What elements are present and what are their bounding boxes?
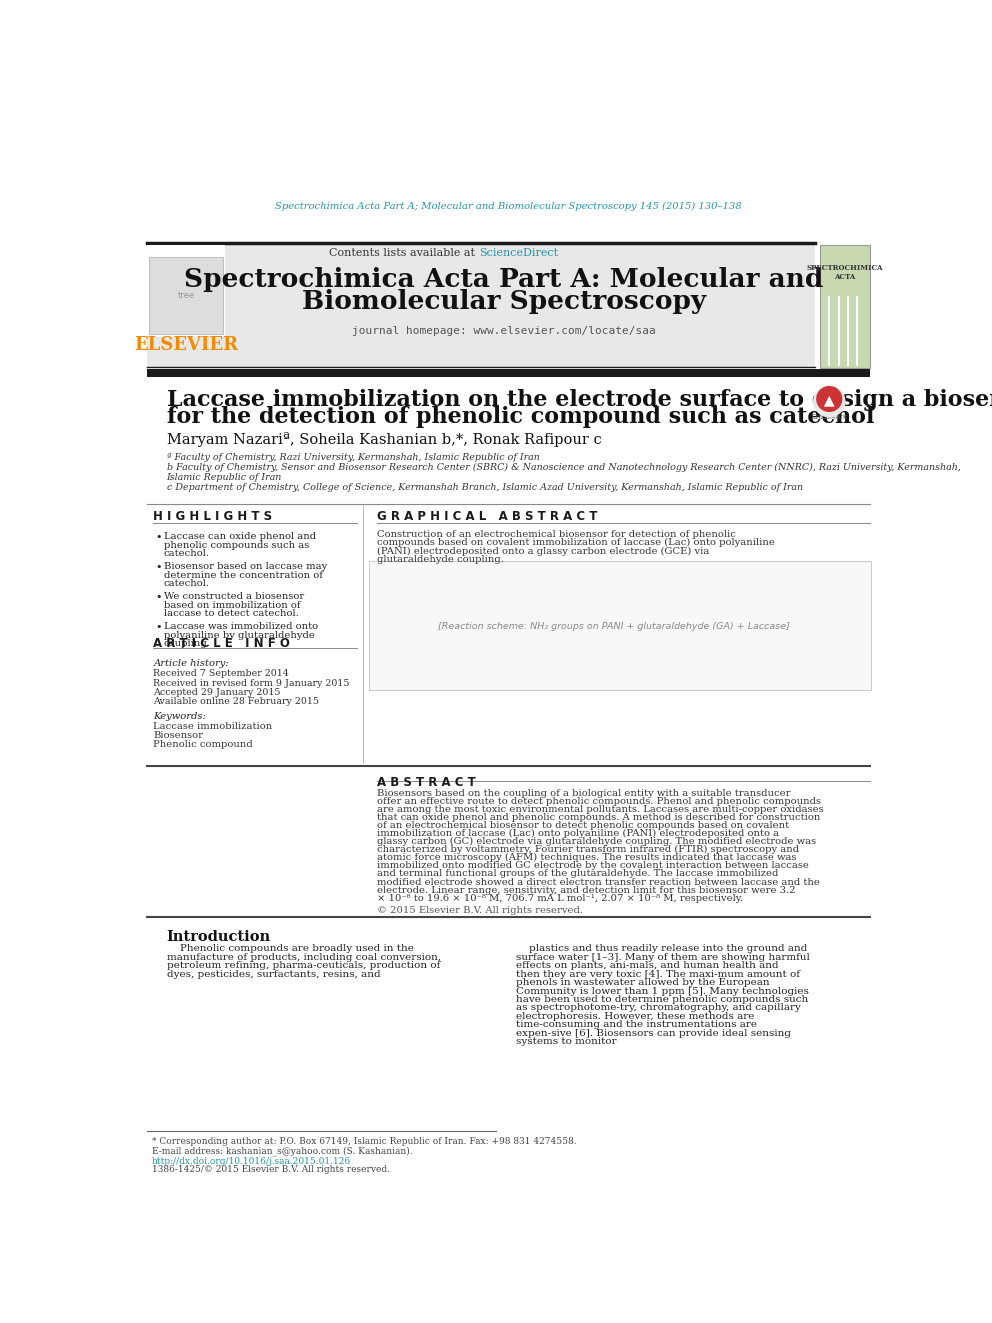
Text: ELSEVIER: ELSEVIER — [134, 336, 238, 355]
Text: Accepted 29 January 2015: Accepted 29 January 2015 — [154, 688, 281, 697]
Text: Contents lists available at: Contents lists available at — [329, 247, 479, 258]
Text: glassy carbon (GC) electrode via glutaraldehyde coupling. The modified electrode: glassy carbon (GC) electrode via glutara… — [377, 837, 815, 847]
Text: phenolic compounds such as: phenolic compounds such as — [164, 541, 309, 549]
Text: •: • — [156, 622, 163, 632]
Text: coupling.: coupling. — [164, 639, 210, 648]
Text: offer an effective route to detect phenolic compounds. Phenol and phenolic compo: offer an effective route to detect pheno… — [377, 796, 820, 806]
Circle shape — [816, 386, 841, 411]
Text: have been used to determine phenolic compounds such: have been used to determine phenolic com… — [516, 995, 808, 1004]
Text: electrode. Linear range, sensitivity, and detection limit for this biosensor wer: electrode. Linear range, sensitivity, an… — [377, 885, 796, 894]
Text: effects on plants, ani-mals, and human health and: effects on plants, ani-mals, and human h… — [516, 960, 779, 970]
Text: Received 7 September 2014: Received 7 September 2014 — [154, 669, 290, 679]
Text: laccase to detect catechol.: laccase to detect catechol. — [164, 609, 299, 618]
Text: immobilized onto modified GC electrode by the covalent interaction between lacca: immobilized onto modified GC electrode b… — [377, 861, 808, 871]
Text: Community is lower than 1 ppm [5]. Many technologies: Community is lower than 1 ppm [5]. Many … — [516, 987, 809, 995]
Text: •: • — [156, 562, 163, 573]
Bar — [149, 257, 223, 335]
Bar — [369, 561, 871, 691]
Bar — [147, 369, 870, 377]
Text: plastics and thus readily release into the ground and: plastics and thus readily release into t… — [516, 945, 807, 953]
Text: characterized by voltammetry, Fourier transform infrared (FTIR) spectroscopy and: characterized by voltammetry, Fourier tr… — [377, 845, 799, 855]
Bar — [147, 245, 815, 366]
Text: for the detection of phenolic compound such as catechol: for the detection of phenolic compound s… — [167, 406, 874, 429]
Text: modified electrode showed a direct electron transfer reaction between laccase an: modified electrode showed a direct elect… — [377, 877, 819, 886]
Text: Introduction: Introduction — [167, 930, 271, 945]
Text: dyes, pesticides, surfactants, resins, and: dyes, pesticides, surfactants, resins, a… — [167, 970, 380, 979]
Text: tree: tree — [178, 291, 194, 300]
Text: Spectrochimica Acta Part A: Molecular and: Spectrochimica Acta Part A: Molecular an… — [185, 267, 823, 292]
Text: as spectrophotome-try, chromatography, and capillary: as spectrophotome-try, chromatography, a… — [516, 1003, 801, 1012]
Text: Phenolic compound: Phenolic compound — [154, 740, 253, 749]
Text: Received in revised form 9 January 2015: Received in revised form 9 January 2015 — [154, 679, 350, 688]
Text: Islamic Republic of Iran: Islamic Republic of Iran — [167, 474, 282, 482]
Text: immobilization of laccase (Lac) onto polyaniline (PANI) electrodeposited onto a: immobilization of laccase (Lac) onto pol… — [377, 830, 779, 839]
Text: expen-sive [6]. Biosensors can provide ideal sensing: expen-sive [6]. Biosensors can provide i… — [516, 1029, 792, 1037]
Text: then they are very toxic [4]. The maxi-mum amount of: then they are very toxic [4]. The maxi-m… — [516, 970, 801, 979]
Text: based on immobilization of: based on immobilization of — [164, 601, 301, 610]
Text: determine the concentration of: determine the concentration of — [164, 570, 322, 579]
Text: Available online 28 February 2015: Available online 28 February 2015 — [154, 697, 319, 706]
Text: H I G H L I G H T S: H I G H L I G H T S — [154, 511, 273, 524]
Text: atomic force microscopy (AFM) techniques. The results indicated that laccase was: atomic force microscopy (AFM) techniques… — [377, 853, 797, 863]
Text: catechol.: catechol. — [164, 579, 209, 589]
Text: Laccase immobilization: Laccase immobilization — [154, 721, 273, 730]
Text: ScienceDirect: ScienceDirect — [479, 247, 558, 258]
Text: CrossMark: CrossMark — [811, 414, 847, 421]
Bar — [147, 245, 225, 337]
Text: glutaraldehyde coupling.: glutaraldehyde coupling. — [377, 556, 504, 565]
Text: Biosensors based on the coupling of a biological entity with a suitable transduc: Biosensors based on the coupling of a bi… — [377, 789, 791, 798]
Text: (PANI) electrodeposited onto a glassy carbon electrode (GCE) via: (PANI) electrodeposited onto a glassy ca… — [377, 546, 709, 556]
Text: G R A P H I C A L   A B S T R A C T: G R A P H I C A L A B S T R A C T — [377, 511, 597, 524]
Text: b Faculty of Chemistry, Sensor and Biosensor Research Center (SBRC) & Nanoscienc: b Faculty of Chemistry, Sensor and Biose… — [167, 463, 960, 472]
Text: * Corresponding author at: P.O. Box 67149, Islamic Republic of Iran. Fax: +98 83: * Corresponding author at: P.O. Box 6714… — [152, 1138, 576, 1147]
Circle shape — [813, 386, 845, 417]
Text: phenols in wastewater allowed by the European: phenols in wastewater allowed by the Eur… — [516, 978, 770, 987]
Text: Maryam Nazariª, Soheila Kashanian b,*, Ronak Rafipour c: Maryam Nazariª, Soheila Kashanian b,*, R… — [167, 433, 601, 447]
Text: polyaniline by glutaraldehyde: polyaniline by glutaraldehyde — [164, 631, 314, 640]
Text: Biosensor: Biosensor — [154, 730, 203, 740]
Text: petroleum refining, pharma-ceuticals, production of: petroleum refining, pharma-ceuticals, pr… — [167, 960, 440, 970]
Text: Keywords:: Keywords: — [154, 712, 206, 721]
Text: time-consuming and the instrumentations are: time-consuming and the instrumentations … — [516, 1020, 757, 1029]
Text: Biomolecular Spectroscopy: Biomolecular Spectroscopy — [302, 290, 706, 315]
Bar — [820, 245, 870, 368]
Text: of an electrochemical biosensor to detect phenolic compounds based on covalent: of an electrochemical biosensor to detec… — [377, 822, 789, 830]
Text: Phenolic compounds are broadly used in the: Phenolic compounds are broadly used in t… — [167, 945, 414, 953]
Text: Biosensor based on laccase may: Biosensor based on laccase may — [164, 562, 326, 572]
Text: Laccase was immobilized onto: Laccase was immobilized onto — [164, 622, 317, 631]
Text: c Department of Chemistry, College of Science, Kermanshah Branch, Islamic Azad U: c Department of Chemistry, College of Sc… — [167, 483, 803, 492]
Text: 1386-1425/© 2015 Elsevier B.V. All rights reserved.: 1386-1425/© 2015 Elsevier B.V. All right… — [152, 1166, 390, 1174]
Text: A B S T R A C T: A B S T R A C T — [377, 777, 475, 790]
Text: Article history:: Article history: — [154, 659, 229, 668]
Text: compounds based on covalent immobilization of laccase (Lac) onto polyaniline: compounds based on covalent immobilizati… — [377, 538, 775, 548]
Text: electrophoresis. However, these methods are: electrophoresis. However, these methods … — [516, 1012, 755, 1021]
Text: systems to monitor: systems to monitor — [516, 1037, 617, 1046]
Text: A R T I C L E   I N F O: A R T I C L E I N F O — [154, 638, 291, 651]
Text: catechol.: catechol. — [164, 549, 209, 558]
Polygon shape — [823, 396, 834, 406]
Text: [Reaction scheme: NH₂ groups on PANI + glutaraldehyde (GA) + Laccase]: [Reaction scheme: NH₂ groups on PANI + g… — [437, 622, 790, 631]
Text: and terminal functional groups of the glutaraldehyde. The laccase immobilized: and terminal functional groups of the gl… — [377, 869, 778, 878]
Text: surface water [1–3]. Many of them are showing harmful: surface water [1–3]. Many of them are sh… — [516, 953, 810, 962]
Text: E-mail address: kashanian_s@yahoo.com (S. Kashanian).: E-mail address: kashanian_s@yahoo.com (S… — [152, 1146, 413, 1156]
Text: × 10⁻⁸ to 19.6 × 10⁻⁸ M, 706.7 mA L mol⁻¹, 2.07 × 10⁻⁸ M, respectively.: × 10⁻⁸ to 19.6 × 10⁻⁸ M, 706.7 mA L mol⁻… — [377, 894, 743, 902]
Text: SPECTROCHIMICA
ACTA: SPECTROCHIMICA ACTA — [806, 265, 883, 282]
Text: •: • — [156, 532, 163, 542]
Text: •: • — [156, 593, 163, 602]
Text: © 2015 Elsevier B.V. All rights reserved.: © 2015 Elsevier B.V. All rights reserved… — [377, 906, 582, 914]
Text: Laccase immobilization on the electrode surface to design a biosensor: Laccase immobilization on the electrode … — [167, 389, 992, 410]
Text: journal homepage: www.elsevier.com/locate/saa: journal homepage: www.elsevier.com/locat… — [352, 327, 656, 336]
Text: that can oxide phenol and phenolic compounds. A method is described for construc: that can oxide phenol and phenolic compo… — [377, 812, 820, 822]
Text: manufacture of products, including coal conversion,: manufacture of products, including coal … — [167, 953, 440, 962]
Text: Laccase can oxide phenol and: Laccase can oxide phenol and — [164, 532, 315, 541]
Text: Spectrochimica Acta Part A; Molecular and Biomolecular Spectroscopy 145 (2015) 1: Spectrochimica Acta Part A; Molecular an… — [275, 202, 742, 212]
Text: Construction of an electrochemical biosensor for detection of phenolic: Construction of an electrochemical biose… — [377, 531, 735, 538]
Text: ª Faculty of Chemistry, Razi University, Kermanshah, Islamic Republic of Iran: ª Faculty of Chemistry, Razi University,… — [167, 452, 540, 462]
Text: http://dx.doi.org/10.1016/j.saa.2015.01.126: http://dx.doi.org/10.1016/j.saa.2015.01.… — [152, 1156, 351, 1166]
Text: We constructed a biosensor: We constructed a biosensor — [164, 593, 304, 601]
Text: are among the most toxic environmental pollutants. Laccases are multi-copper oxi: are among the most toxic environmental p… — [377, 804, 823, 814]
